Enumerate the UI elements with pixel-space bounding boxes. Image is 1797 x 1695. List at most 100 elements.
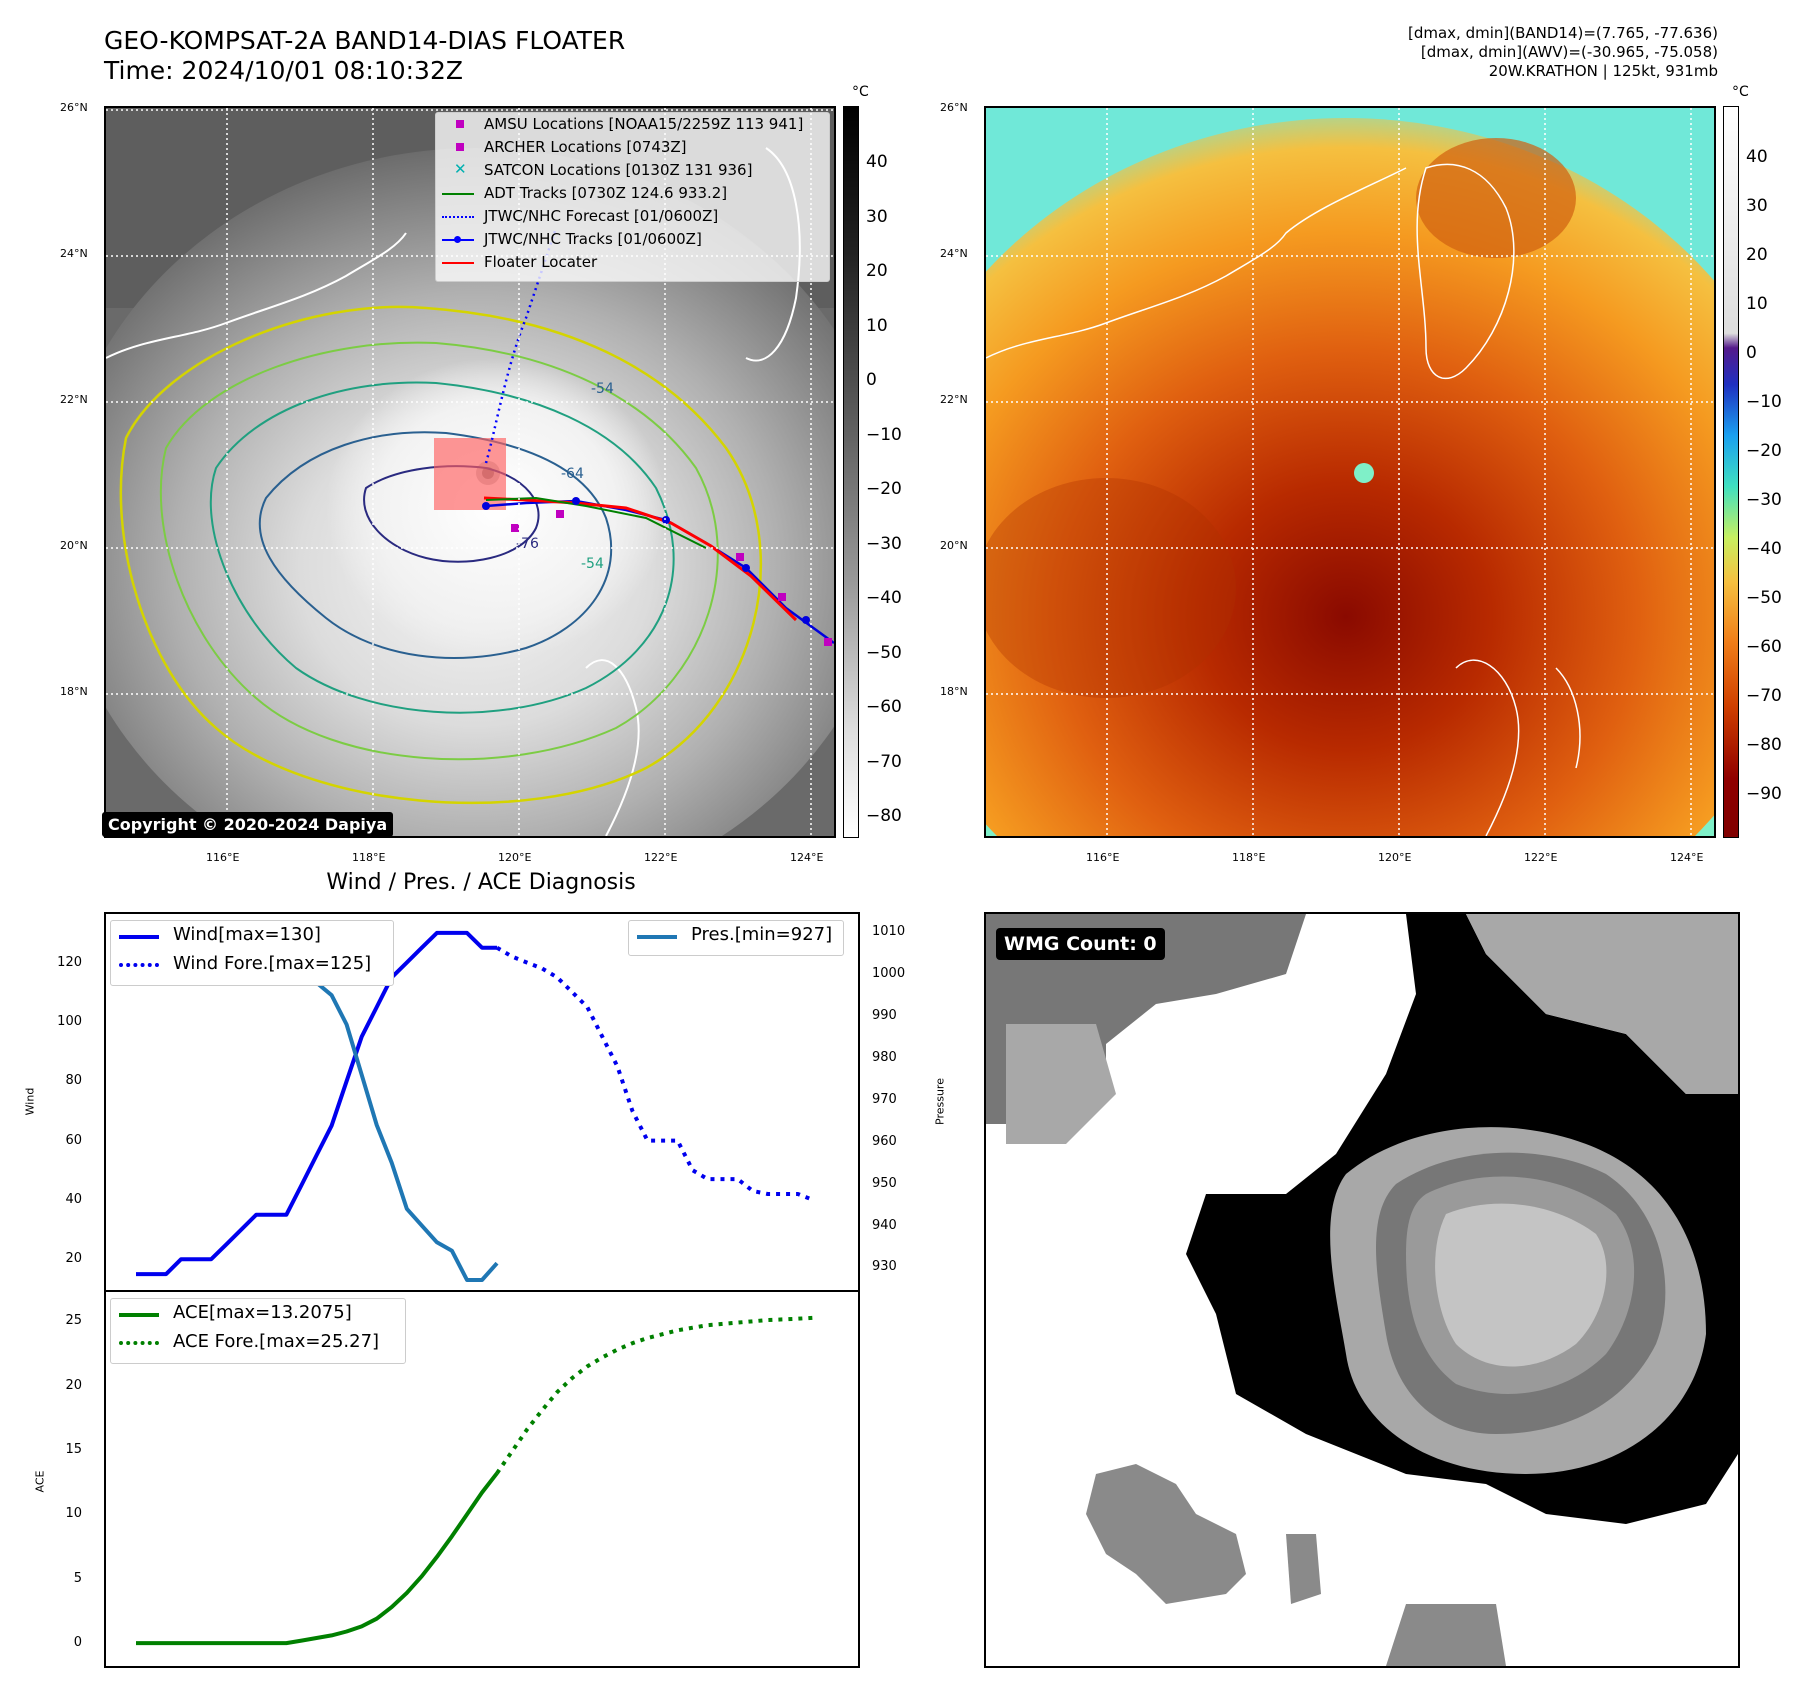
tick-label: 25 [65, 1313, 82, 1329]
square-marker-icon [456, 120, 464, 128]
wind-forecast-series-line [495, 945, 814, 1202]
lon-label: 116°E [1086, 851, 1120, 864]
tick-label: 60 [65, 1132, 82, 1148]
colorbar-label: −30 [1746, 490, 1782, 510]
contour-label: -64 [561, 466, 584, 482]
colorbar-label: −60 [866, 697, 902, 717]
colorbar-label: 20 [1746, 245, 1768, 265]
tick-label: 5 [73, 1570, 82, 1586]
title-line-2: Time: 2024/10/01 08:10:32Z [104, 56, 463, 85]
tick-label: 0 [73, 1635, 82, 1651]
lat-label: 24°N [940, 247, 968, 260]
lat-label: 24°N [60, 247, 88, 260]
colorbar-label: −10 [866, 424, 902, 445]
tick-label: 960 [872, 1133, 897, 1149]
tick-label: 10 [65, 1506, 82, 1522]
lat-label: 22°N [940, 393, 968, 406]
colorbar-label: 10 [1746, 294, 1768, 314]
colorbar-label: −30 [866, 533, 902, 554]
lat-label: 20°N [60, 539, 88, 552]
colorbar-label: 20 [866, 261, 888, 281]
wmg-image [986, 914, 1738, 1666]
enhanced-map-panel [984, 106, 1716, 838]
colorbar-label: −50 [1746, 588, 1782, 608]
info-line-2: [dmax, dmin](AWV)=(-30.965, -75.058) [1420, 43, 1718, 61]
ace-legend: ACE[max=13.2075] ACE Fore.[max=25.27] [110, 1298, 406, 1364]
dotted-line-icon [119, 1341, 159, 1345]
lat-label: 20°N [940, 539, 968, 552]
line-marker-icon [119, 1313, 159, 1317]
lon-label: 122°E [1524, 851, 1558, 864]
dotted-line-icon [442, 216, 474, 218]
tick-label: 120 [57, 954, 82, 970]
tick-label: 930 [872, 1259, 897, 1275]
wind-series-line [136, 930, 497, 1277]
typhoon-eye [1354, 463, 1374, 483]
colorbar-label: −50 [866, 642, 902, 663]
lat-label: 18°N [940, 685, 968, 698]
dotted-line-icon [119, 963, 159, 967]
wmg-count-badge: WMG Count: 0 [996, 928, 1165, 960]
colorbar-label: −70 [1746, 686, 1782, 706]
contour-label: -54 [581, 556, 604, 572]
pressure-series-line [136, 938, 499, 1282]
tick-label: 950 [872, 1175, 897, 1191]
tick-label: 20 [65, 1377, 82, 1393]
info-line-3: 20W.KRATHON | 125kt, 931mb [1488, 62, 1718, 80]
left-colorbar-unit: °C [852, 84, 869, 100]
ace-svg [136, 1315, 814, 1646]
copyright-badge: Copyright © 2020-2024 Dapiya [102, 812, 394, 837]
colorbar-label: 40 [1746, 147, 1768, 167]
title-line-1: GEO-KOMPSAT-2A BAND14-DIAS FLOATER [104, 26, 626, 55]
colorbar-label: 0 [866, 370, 877, 390]
line-marker-icon [119, 935, 159, 939]
colorbar-label: −10 [1746, 392, 1782, 412]
colorbar-label: 30 [866, 206, 888, 227]
tick-label: 970 [872, 1091, 897, 1107]
tick-label: 15 [65, 1442, 82, 1458]
legend-item-floater: Floater Locater [436, 251, 829, 274]
x-marker-icon: ✕ [454, 160, 467, 178]
lat-label: 22°N [60, 393, 88, 406]
tick-label: 40 [65, 1191, 82, 1207]
lat-label: 26°N [60, 101, 88, 114]
tick-label: 80 [65, 1073, 82, 1089]
colorbar-label: −60 [1746, 637, 1782, 657]
pressure-axis-label: Pressure [933, 1078, 947, 1125]
legend-item-archer: ARCHER Locations [0743Z] [436, 136, 829, 159]
colorbar-label: 0 [1746, 343, 1757, 363]
lon-label: 122°E [644, 851, 678, 864]
square-marker-icon [456, 143, 464, 151]
colorbar-label: 10 [866, 315, 888, 336]
chart-title: GEO-KOMPSAT-2A BAND14-DIAS FLOATER Time:… [104, 26, 625, 86]
line-marker-icon [442, 193, 474, 195]
ace-axis-label: ACE [33, 1470, 47, 1493]
tick-label: 100 [57, 1013, 82, 1029]
lon-label: 120°E [498, 851, 532, 864]
colorbar-label: −40 [1746, 539, 1782, 559]
lon-label: 120°E [1378, 851, 1412, 864]
legend-item-satcon: ✕ SATCON Locations [0130Z 131 936] [454, 160, 753, 179]
legend-item-forecast: JTWC/NHC Forecast [01/0600Z] [436, 205, 829, 228]
colorbar-label: −20 [866, 479, 902, 499]
line-marker-icon [442, 262, 474, 264]
legend-item-pressure: Pres.[min=927] [629, 921, 843, 950]
tick-label: 990 [872, 1008, 897, 1024]
tick-label: 1000 [872, 966, 906, 982]
wmg-panel [984, 912, 1740, 1668]
right-colorbar [1723, 106, 1739, 838]
colorbar-label: 30 [1746, 196, 1768, 216]
contour-label: -54 [591, 381, 614, 397]
lat-label: 26°N [940, 101, 968, 114]
colorbar-label: −90 [1746, 784, 1782, 804]
lat-label: 18°N [60, 685, 88, 698]
lon-label: 116°E [206, 851, 240, 864]
colorbar-label: −80 [866, 806, 902, 826]
diagnosis-title: Wind / Pres. / ACE Diagnosis [326, 870, 636, 895]
lon-label: 118°E [1232, 851, 1266, 864]
colorbar-label: −70 [866, 751, 902, 772]
lon-label: 124°E [790, 851, 824, 864]
pressure-legend: Pres.[min=927] [628, 920, 844, 956]
colorbar-label: −40 [866, 588, 902, 608]
info-line-1: [dmax, dmin](BAND14)=(7.765, -77.636) [1407, 24, 1718, 42]
